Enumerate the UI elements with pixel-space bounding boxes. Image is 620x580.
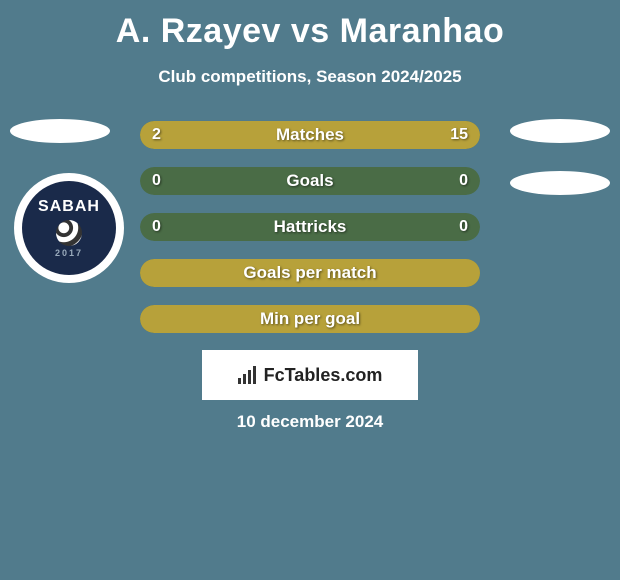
chart-icon: [238, 366, 258, 384]
stat-label: Goals: [140, 167, 480, 195]
brand-text: FcTables.com: [264, 365, 383, 386]
brand-box: FcTables.com: [202, 350, 418, 400]
date-text: 10 december 2024: [0, 412, 620, 432]
stat-label: Matches: [140, 121, 480, 149]
club-badge-left: SABAH 2017: [14, 173, 124, 283]
soccer-ball-icon: [56, 220, 82, 246]
stat-bars: 215Matches 00Goals 00Hattricks Goals per ma…: [140, 121, 480, 351]
club-name: SABAH: [38, 198, 100, 216]
stat-bar: 00Hattricks: [140, 213, 480, 241]
stat-bar: Min per goal: [140, 305, 480, 333]
stat-bar: Goals per match: [140, 259, 480, 287]
club-year: 2017: [55, 248, 83, 258]
page-title: A. Rzayev vs Maranhao: [0, 0, 620, 51]
stat-bar: 00Goals: [140, 167, 480, 195]
player-left-pill: [10, 119, 110, 143]
stat-label: Goals per match: [140, 259, 480, 287]
stat-bar: 215Matches: [140, 121, 480, 149]
comparison-stage: SABAH 2017 215Matches 00Goals 00Hattricks G…: [0, 121, 620, 381]
stat-label: Min per goal: [140, 305, 480, 333]
player-right-pill-1: [510, 119, 610, 143]
club-badge-inner: SABAH 2017: [22, 181, 116, 275]
page-subtitle: Club competitions, Season 2024/2025: [0, 67, 620, 87]
stat-label: Hattricks: [140, 213, 480, 241]
player-right-pill-2: [510, 171, 610, 195]
